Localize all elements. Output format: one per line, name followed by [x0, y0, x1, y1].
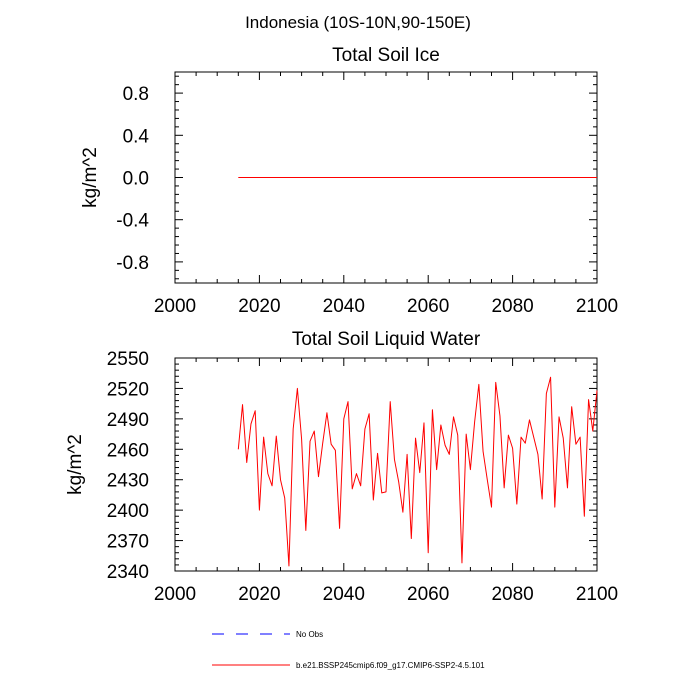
y-axis-label: kg/m^2	[65, 434, 86, 495]
x-tick-label: 2100	[576, 584, 618, 605]
x-tick-label: 2080	[491, 584, 533, 605]
legend-label-1: b.e21.BSSP245cmip6.f09_g17.CMIP6-SSP2-4.…	[296, 661, 485, 670]
panel-soil-ice: Total Soil Ice 2000 2020 2040 2060 2080 2100 0.…	[80, 45, 618, 317]
y-tick-label: -0.8	[116, 253, 149, 274]
x-tick-label: 2040	[323, 296, 365, 317]
y-tick-label: 2430	[107, 471, 149, 492]
y-tick-label: 2370	[107, 532, 149, 553]
y-axis-label: kg/m^2	[80, 147, 101, 208]
plot-frame	[174, 357, 598, 572]
y-tick-label: 0.0	[123, 169, 149, 190]
x-tick-label: 2080	[491, 296, 533, 317]
y-tick-label: 2520	[107, 379, 149, 400]
x-tick-label: 2060	[407, 584, 449, 605]
x-tick-label: 2060	[407, 296, 449, 317]
y-tick-label: 2400	[107, 501, 149, 522]
x-tick-label: 2040	[323, 584, 365, 605]
panel-soil-liquid-water: Total Soil Liquid Water 2000 2020 2040 2060 2…	[65, 329, 618, 605]
y-tick-label: 0.4	[123, 126, 150, 147]
x-tick-label: 2100	[576, 296, 618, 317]
y-tick-label: 2460	[107, 440, 149, 461]
x-tick-label: 2020	[238, 296, 280, 317]
figure-title: Indonesia (10S-10N,90-150E)	[245, 13, 471, 32]
panel-title: Total Soil Ice	[332, 45, 440, 66]
y-tick-label: 2490	[107, 410, 149, 431]
y-tick-label: 0.8	[123, 84, 149, 105]
x-tick-label: 2000	[154, 296, 196, 317]
y-tick-label: -0.4	[116, 211, 149, 232]
x-tick-label: 2020	[238, 584, 280, 605]
panel-title: Total Soil Liquid Water	[292, 329, 481, 350]
legend: No Obs b.e21.BSSP245cmip6.f09_g17.CMIP6-S…	[212, 630, 485, 670]
series-line-0	[237, 376, 598, 567]
legend-label-0: No Obs	[296, 630, 323, 639]
y-tick-label: 2550	[107, 349, 149, 370]
y-tick-label: 2340	[107, 562, 149, 583]
x-tick-label: 2000	[154, 584, 196, 605]
